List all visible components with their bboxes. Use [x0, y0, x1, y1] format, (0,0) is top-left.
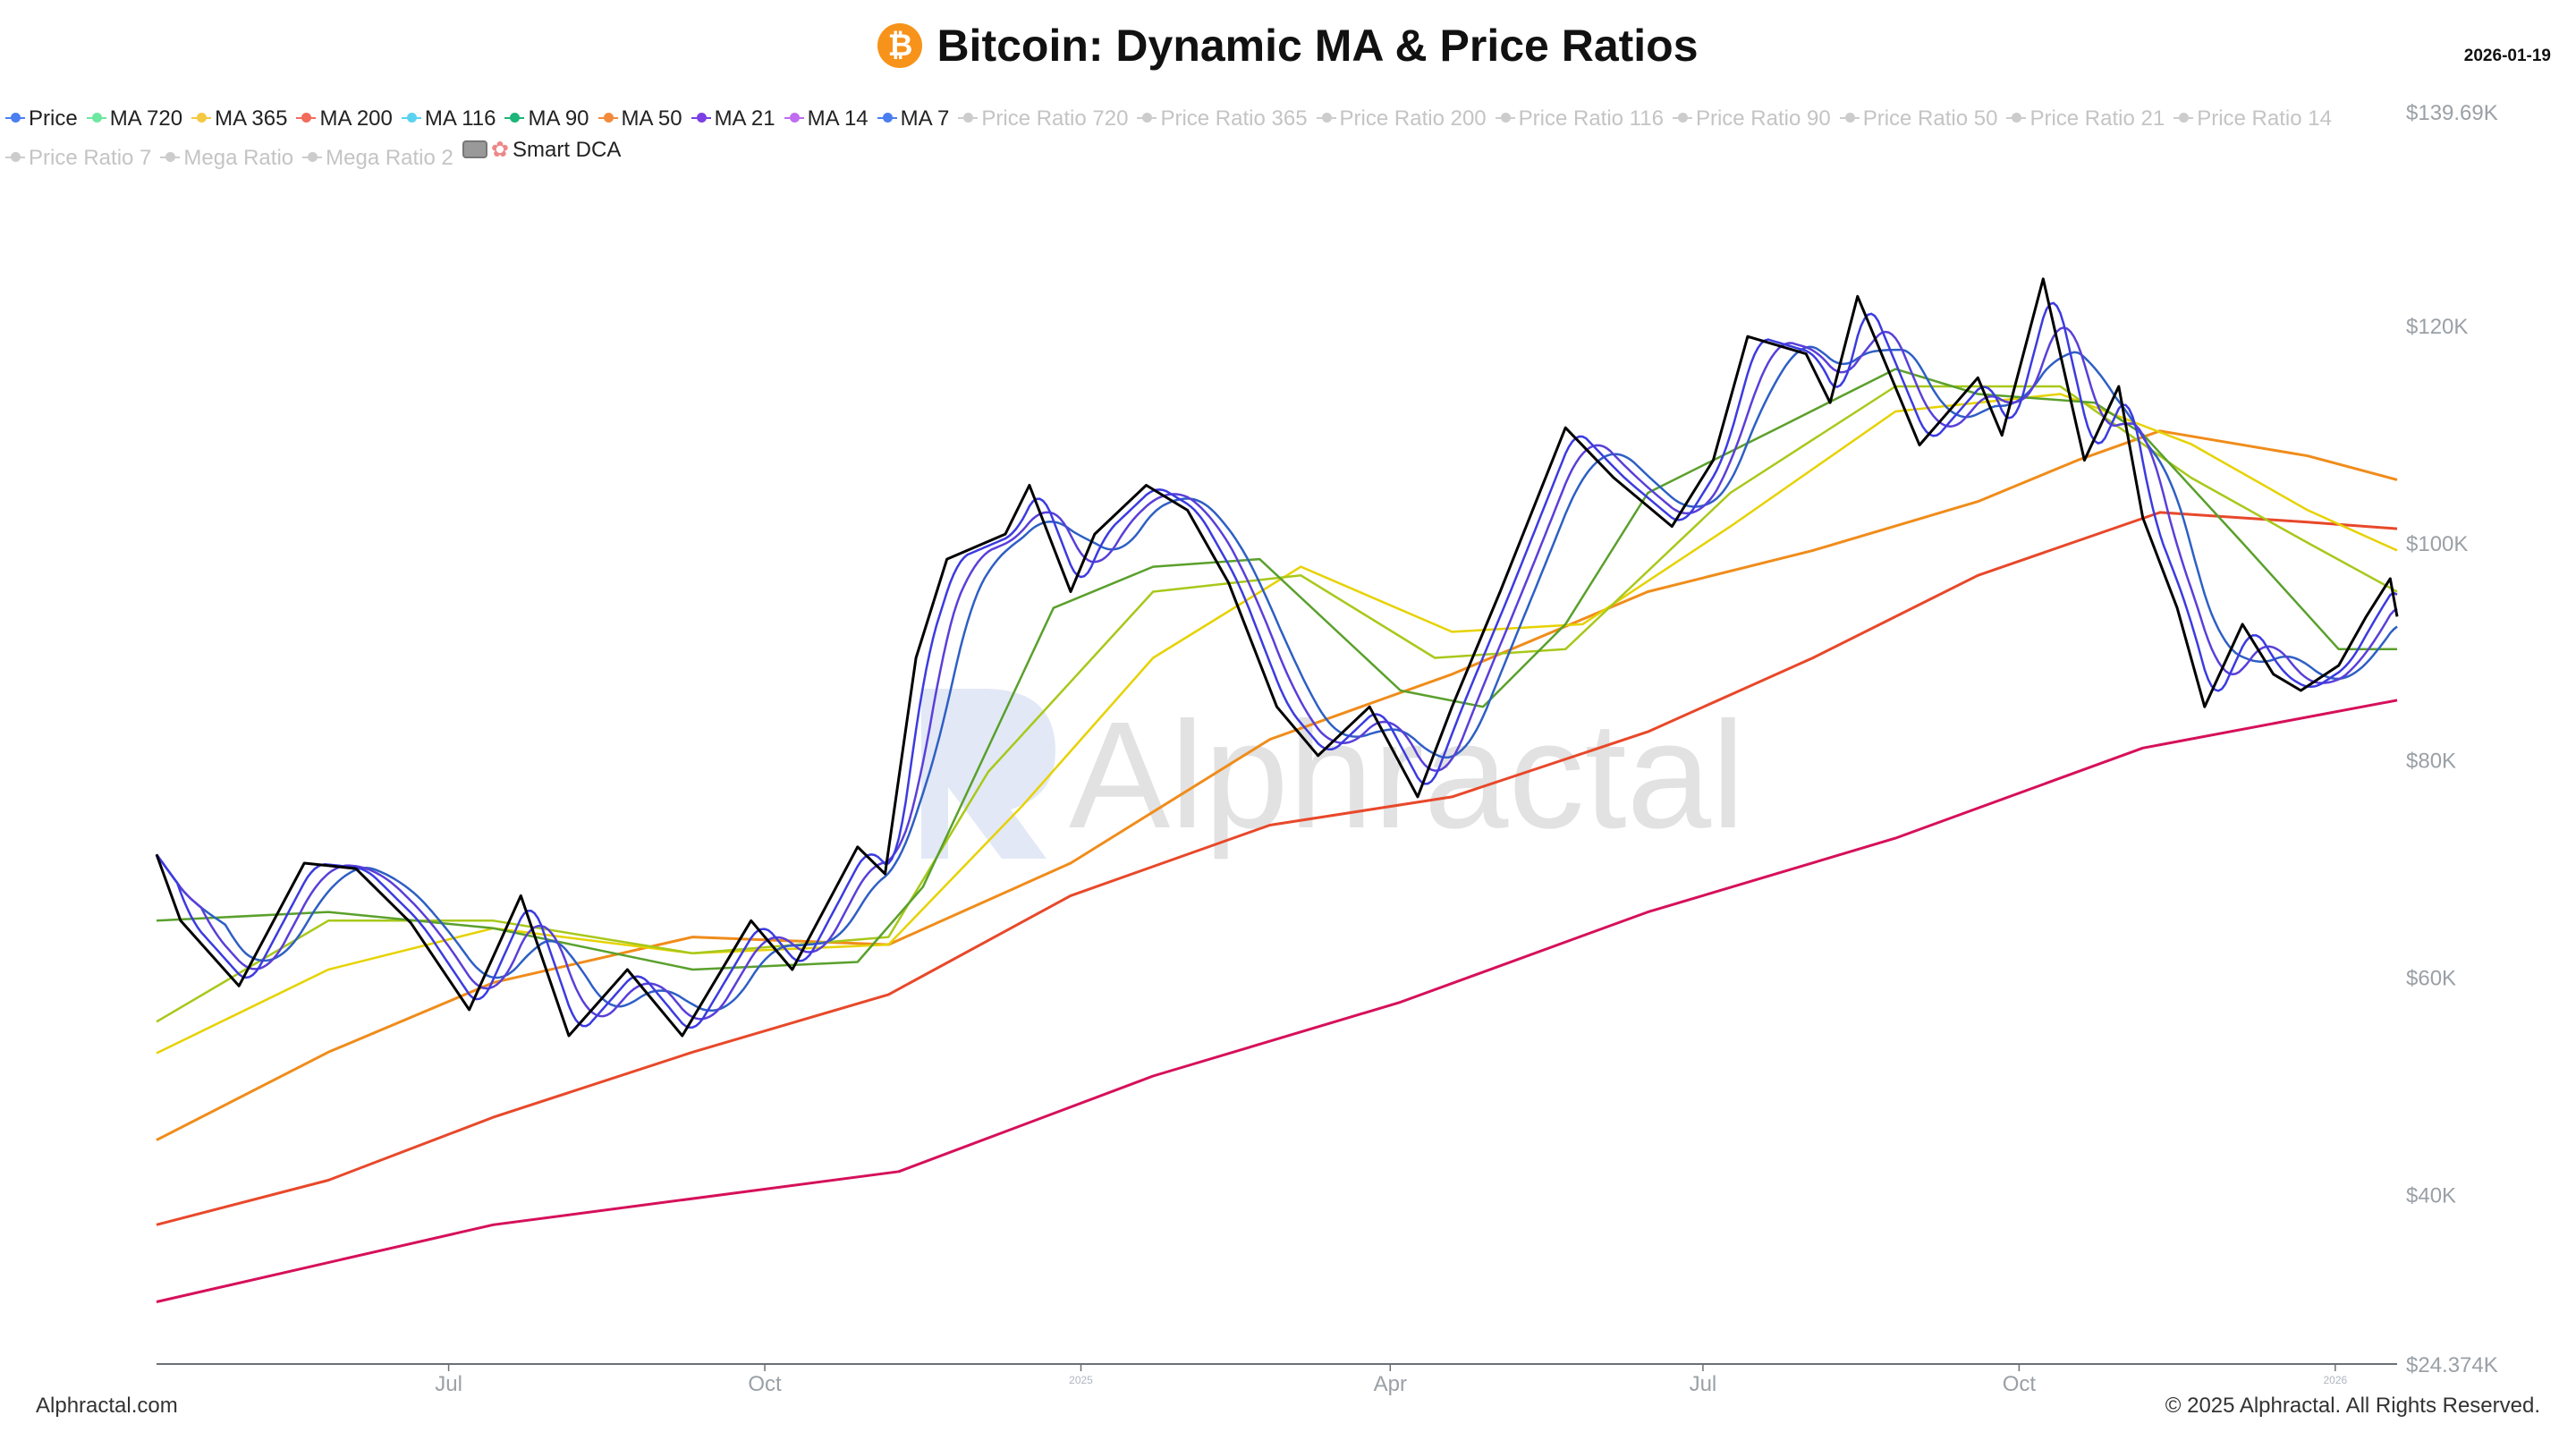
- legend-item-price-ratio-14[interactable]: Price Ratio 14: [2174, 103, 2332, 134]
- legend-marker: [877, 113, 897, 123]
- footer-copyright: © 2025 Alphractal. All Rights Reserved.: [2165, 1394, 2540, 1418]
- legend-marker: [1316, 113, 1336, 123]
- legend-label: Mega Ratio 2: [326, 145, 453, 170]
- legend-label: Price Ratio 50: [1862, 106, 1998, 131]
- legend-label: Price Ratio 90: [1695, 106, 1831, 131]
- x-tick-label: 2026: [2323, 1374, 2347, 1386]
- watermark: Alphractal: [921, 689, 1745, 860]
- series-ma-720: [156, 699, 2398, 1303]
- legend-item-ma-50[interactable]: MA 50: [597, 103, 682, 134]
- legend-label: MA 50: [621, 106, 682, 131]
- y-tick-label: $120K: [2406, 315, 2468, 339]
- x-tick-label: Oct: [2003, 1372, 2037, 1396]
- legend-label: Price Ratio 21: [2029, 106, 2165, 131]
- legend-item-ma-21[interactable]: MA 21: [691, 103, 775, 134]
- y-tick-label: $60K: [2406, 966, 2456, 990]
- legend-marker: [401, 113, 421, 123]
- dca-swatch: [462, 140, 487, 158]
- legend-item-price-ratio-200[interactable]: Price Ratio 200: [1316, 103, 1487, 134]
- y-tick-label: $100K: [2406, 532, 2468, 556]
- legend-label: MA 200: [319, 106, 393, 131]
- legend-marker: [191, 113, 212, 123]
- legend-marker: [1672, 113, 1692, 123]
- bitcoin-icon: ₿: [877, 23, 923, 68]
- legend-marker: [302, 152, 323, 162]
- legend-item-price-ratio-7[interactable]: Price Ratio 7: [5, 142, 151, 174]
- legend-label: MA 365: [215, 106, 288, 131]
- legend-marker: [1137, 113, 1157, 123]
- series-ma-14: [155, 326, 2398, 1021]
- legend-item-price-ratio-50[interactable]: Price Ratio 50: [1839, 103, 1998, 134]
- legend-marker: [958, 113, 979, 123]
- x-tick-label: 2025: [1069, 1374, 1093, 1386]
- series-ma-200: [156, 429, 2398, 1141]
- legend-label: Price Ratio 720: [981, 106, 1129, 131]
- legend-item-smart-dca[interactable]: ✿ Smart DCA: [462, 134, 621, 165]
- legend-label: Price: [29, 106, 78, 131]
- series-price: [155, 277, 2399, 1038]
- legend-item-price-ratio-365[interactable]: Price Ratio 365: [1137, 103, 1308, 134]
- legend-marker: [504, 113, 525, 123]
- x-tick-label: Jul: [1690, 1372, 1717, 1396]
- y-tick-label: $40K: [2406, 1183, 2456, 1208]
- date-label: 2026-01-19: [2463, 47, 2551, 65]
- legend-item-price-ratio-720[interactable]: Price Ratio 720: [958, 103, 1128, 134]
- legend-item-price-ratio-116[interactable]: Price Ratio 116: [1495, 103, 1664, 134]
- legend-marker: [5, 113, 25, 123]
- legend-marker: [160, 152, 181, 162]
- legend-label: Price Ratio 200: [1339, 106, 1487, 131]
- series-ma-365: [156, 511, 2398, 1226]
- legend-label: MA 14: [807, 106, 869, 131]
- legend-item-mega-ratio-2[interactable]: Mega Ratio 2: [302, 142, 453, 174]
- x-tick-label: Jul: [435, 1372, 462, 1396]
- legend-marker: [784, 113, 804, 123]
- legend-item-price-ratio-21[interactable]: Price Ratio 21: [2006, 103, 2165, 134]
- legend-label: MA 7: [900, 106, 950, 131]
- legend-marker: [2174, 113, 2194, 123]
- legend-label: Smart DCA: [512, 137, 622, 162]
- legend-item-ma-7[interactable]: MA 7: [877, 103, 950, 134]
- y-tick-label: $24.374K: [2406, 1353, 2498, 1377]
- chart-title: ₿ Bitcoin: Dynamic MA & Price Ratios: [0, 20, 2576, 72]
- legend-item-price-ratio-90[interactable]: Price Ratio 90: [1672, 103, 1831, 134]
- legend-marker: [2006, 113, 2027, 123]
- series-ma-21: [155, 345, 2398, 1013]
- y-tick-label: $139.69K: [2406, 101, 2498, 125]
- legend-marker: [5, 152, 25, 162]
- legend-item-mega-ratio[interactable]: Mega Ratio: [160, 142, 293, 174]
- legend-item-ma-200[interactable]: MA 200: [296, 103, 393, 134]
- footer-site: Alphractal.com: [36, 1394, 178, 1418]
- x-tick-label: Apr: [1374, 1372, 1407, 1396]
- legend-marker: [296, 113, 317, 123]
- legend-item-ma-14[interactable]: MA 14: [784, 103, 869, 134]
- legend-label: Price Ratio 14: [2197, 106, 2332, 131]
- legend-marker: [691, 113, 711, 123]
- legend-item-ma-116[interactable]: MA 116: [401, 103, 496, 134]
- legend-label: Price Ratio 365: [1160, 106, 1308, 131]
- x-tick-label: Oct: [748, 1372, 782, 1396]
- legend: Price MA 720 MA 365 MA 200 MA 116 MA 90 MA 50 M…: [5, 97, 2385, 174]
- legend-marker: [86, 113, 106, 123]
- y-tick-label: $80K: [2406, 750, 2456, 774]
- legend-label: Price Ratio 116: [1518, 106, 1664, 131]
- legend-item-ma-365[interactable]: MA 365: [191, 103, 287, 134]
- legend-label: MA 720: [109, 106, 183, 131]
- legend-item-ma-90[interactable]: MA 90: [504, 103, 589, 134]
- series-ma-7: [155, 301, 2398, 1029]
- series-ma-50: [156, 368, 2397, 971]
- series-ma-90: [156, 385, 2398, 1023]
- legend-label: MA 21: [714, 106, 775, 131]
- legend-label: MA 116: [424, 106, 496, 131]
- legend-label: Mega Ratio: [183, 145, 294, 170]
- brain-icon: ✿: [490, 137, 509, 162]
- legend-marker: [1839, 113, 1860, 123]
- legend-label: MA 90: [528, 106, 589, 131]
- legend-marker: [1495, 113, 1515, 123]
- legend-item-ma-720[interactable]: MA 720: [86, 103, 183, 134]
- legend-marker: [597, 113, 618, 123]
- legend-label: Price Ratio 7: [29, 145, 152, 170]
- legend-item-price[interactable]: Price: [5, 103, 78, 134]
- chart-title-text: Bitcoin: Dynamic MA & Price Ratios: [936, 21, 1699, 71]
